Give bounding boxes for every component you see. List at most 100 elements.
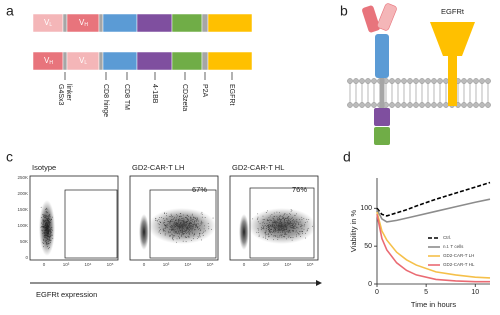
cell-dot [268,222,270,223]
cell-dot [205,230,206,232]
cell-dot [183,217,185,219]
cell-dot [49,216,51,217]
cell-dot [186,214,188,216]
cell-dot [297,227,299,229]
cell-dot [286,223,288,225]
cell-dot [279,230,281,231]
cell-dot [302,233,303,235]
cell-dot [280,222,282,223]
cell-dot [186,227,188,228]
construct-label: EGFRt [228,84,235,105]
cell-dot [269,231,270,233]
cell-dot [293,220,295,222]
cell-dot [277,237,279,238]
cell-dot [196,227,198,229]
cell-dot [49,226,51,228]
cell-dot [171,216,173,218]
cell-dot [175,226,177,228]
domain-sub: H [49,60,53,66]
cell-dot [181,229,183,231]
cell-dot [268,226,270,228]
cell-dot [185,224,187,226]
cell-dot [164,234,166,236]
cell-dot [284,225,286,227]
cell-dot [172,227,174,228]
cell-dot [195,223,197,225]
cell-dot [298,221,300,223]
cell-dot [49,214,51,215]
cell-dot [190,216,192,218]
cell-dot [288,235,290,237]
cell-dot [174,231,176,233]
construct-label: CD8 TM [123,84,130,110]
cell-dot [258,232,260,233]
cell-dot [192,238,194,240]
cell-dot [187,226,189,227]
cell-dot [181,233,183,235]
cell-dot [295,231,297,233]
cell-dot [172,225,174,227]
cell-dot [264,232,266,234]
cell-dot [275,229,276,230]
cell-dot [50,232,51,234]
cell-dot [173,235,175,236]
cell-dot [278,229,280,231]
cell-dot [177,224,179,226]
lipid-head [413,102,419,108]
cell-dot [47,248,49,250]
cell-dot [44,224,46,225]
cell-dot [196,224,198,226]
cell-dot [191,223,192,224]
cell-dot [268,227,270,229]
cell-dot [190,221,191,223]
cell-dot [285,234,286,235]
cell-dot [170,225,172,227]
cell-dot [281,225,282,227]
cell-dot [298,234,300,236]
cell-dot [181,228,183,230]
cell-dot [189,230,190,231]
cell-dot [294,221,295,223]
cell-dot [281,236,283,238]
cell-dot [271,229,273,231]
lipid-head [425,102,431,108]
cell-dot [204,225,205,227]
cell-dot [186,221,188,223]
cell-dot [156,220,158,222]
flow-x-tick: 0 [243,262,246,267]
cell-dot [194,233,196,235]
cell-dot [51,227,53,228]
cell-dot [290,225,292,227]
cell-dot [290,221,292,223]
cell-dot [45,222,46,224]
cell-dot [43,220,45,222]
cell-dot [182,220,184,222]
cell-dot [290,222,291,224]
cell-dot [172,235,174,237]
cell-dot [45,210,47,212]
cell-dot [288,220,290,222]
cell-dot [297,232,299,234]
cell-dot [50,234,52,236]
cell-dot [274,235,276,237]
cell-dot [295,236,297,238]
cell-dot [45,233,47,235]
cell-dot [283,223,285,224]
cell-dot [183,220,185,222]
cell-dot [158,231,160,233]
cell-dot [184,223,185,224]
cell-dot [45,229,46,231]
cell-dot [178,220,180,222]
cell-dot [197,227,199,229]
cell-dot [162,228,164,230]
cell-dot [180,224,182,226]
cell-dot [42,214,44,216]
cell-dot [173,223,175,225]
cell-dot [176,241,177,243]
cell-dot [296,234,297,236]
cell-dot [50,229,52,231]
cell-dot [192,228,194,230]
cell-dot [275,230,277,232]
construct-segment [102,13,138,33]
cell-dot [46,208,48,210]
